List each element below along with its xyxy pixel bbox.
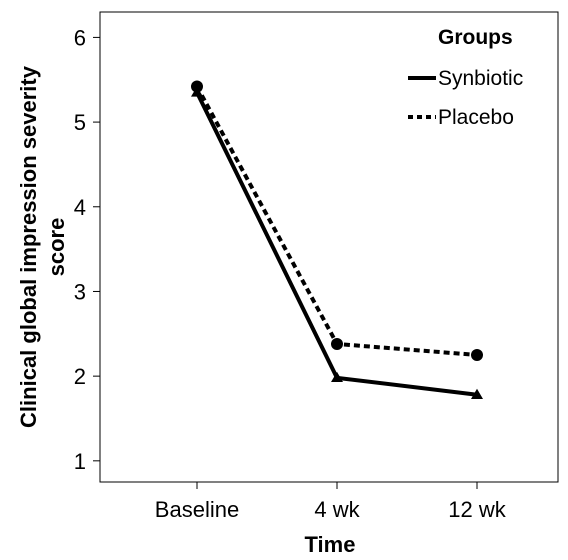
- x-tick-label: 12 wk: [448, 497, 506, 522]
- legend-title: Groups: [438, 26, 513, 49]
- y-tick-label: 2: [74, 364, 86, 389]
- y-tick-label: 3: [74, 279, 86, 304]
- y-axis-title-line: Clinical global impression severity: [16, 65, 41, 428]
- data-point-synbiotic: [471, 388, 483, 399]
- data-point-placebo: [471, 348, 483, 361]
- data-point-placebo: [331, 337, 343, 350]
- legend: Groups Synbiotic Placebo: [408, 26, 523, 129]
- y-tick-label: 5: [74, 110, 86, 135]
- legend-label-placebo: Placebo: [438, 106, 514, 129]
- legend-label-synbiotic: Synbiotic: [438, 67, 523, 90]
- y-axis-title: Clinical global impression severity score: [16, 65, 69, 428]
- x-tick-label: Baseline: [155, 497, 239, 522]
- y-axis: 1 2 3 4 5 6: [74, 25, 100, 474]
- y-tick-label: 6: [74, 25, 86, 50]
- y-tick-label: 1: [74, 449, 86, 474]
- y-axis-title-line: score: [44, 218, 69, 277]
- plot-area-frame: [99, 11, 559, 483]
- x-axis: Baseline 4 wk 12 wk: [155, 482, 507, 522]
- data-point-synbiotic: [331, 371, 343, 383]
- series-line-placebo: [195, 85, 478, 357]
- y-tick-label: 4: [74, 195, 86, 220]
- x-tick-label: 4 wk: [314, 497, 360, 522]
- x-axis-title: Time: [305, 532, 356, 557]
- series-layer: [191, 80, 483, 399]
- data-point-placebo: [191, 80, 203, 93]
